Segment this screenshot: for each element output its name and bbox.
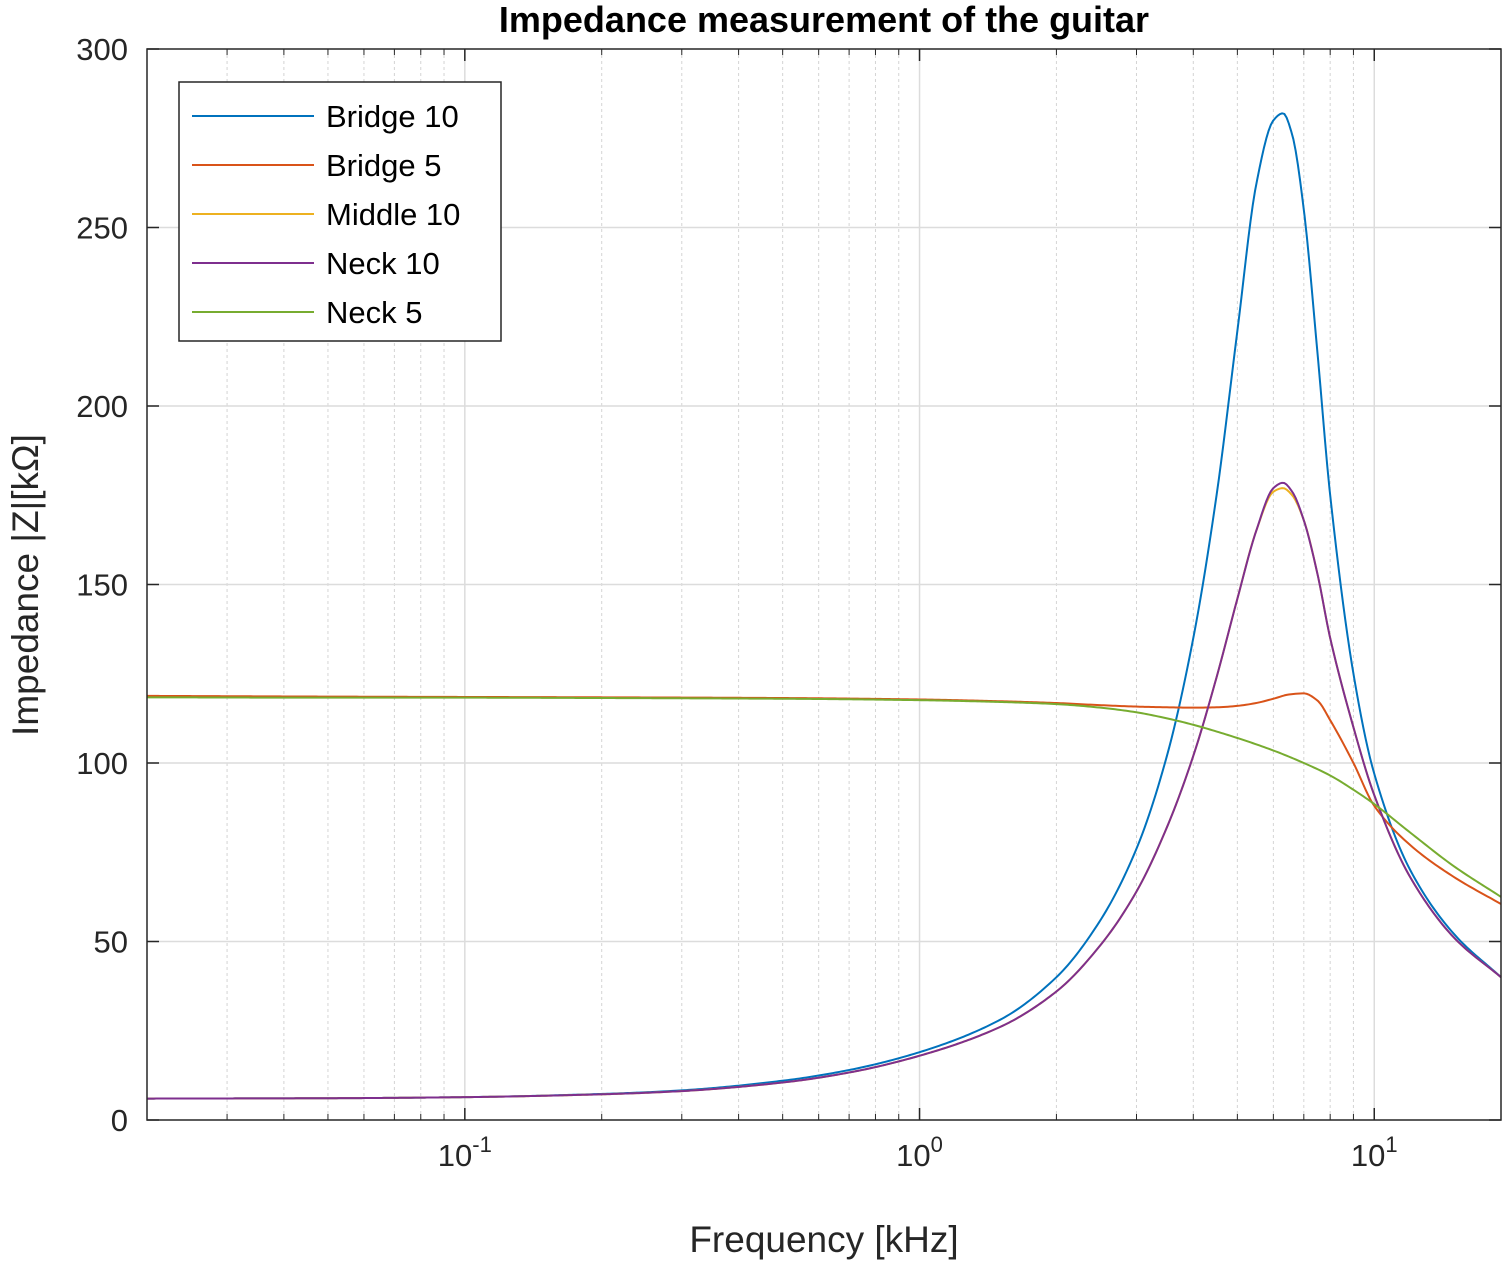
legend-entry: Bridge 5 xyxy=(326,148,441,183)
y-tick-label: 250 xyxy=(76,211,128,246)
y-axis-label: Impedance |Z|[kΩ] xyxy=(5,434,46,736)
series-line-neck-10 xyxy=(147,481,1502,1100)
legend-entry: Neck 5 xyxy=(326,295,422,330)
legend-entry: Bridge 10 xyxy=(326,99,459,134)
grid xyxy=(147,49,1501,1120)
y-tick-label: 100 xyxy=(76,746,128,781)
x-tick-label: 10-1 xyxy=(438,1132,492,1173)
y-tick-label: 300 xyxy=(76,32,128,67)
series-line-neck-5 xyxy=(146,696,1502,898)
x-tick-label: 100 xyxy=(896,1132,943,1173)
legend-entry: Middle 10 xyxy=(326,197,460,232)
x-axis-label: Frequency [kHz] xyxy=(689,1219,958,1260)
y-tick-label: 50 xyxy=(94,925,128,960)
legend-box xyxy=(178,81,502,342)
legend: Bridge 10 Bridge 5 Middle 10 Neck 10 Neck 5 xyxy=(178,81,502,342)
y-tick-label: 0 xyxy=(111,1103,128,1138)
series-lines xyxy=(146,112,1502,1100)
y-tick-label: 200 xyxy=(76,389,128,424)
chart-title: Impedance measurement of the guitar xyxy=(499,0,1149,40)
axis-ticks: 10-1 100 101 0 50 100 150 200 250 300 xyxy=(76,32,1501,1173)
x-tick-label: 101 xyxy=(1351,1132,1398,1173)
y-tick-label: 150 xyxy=(76,568,128,603)
legend-entry: Neck 10 xyxy=(326,246,440,281)
